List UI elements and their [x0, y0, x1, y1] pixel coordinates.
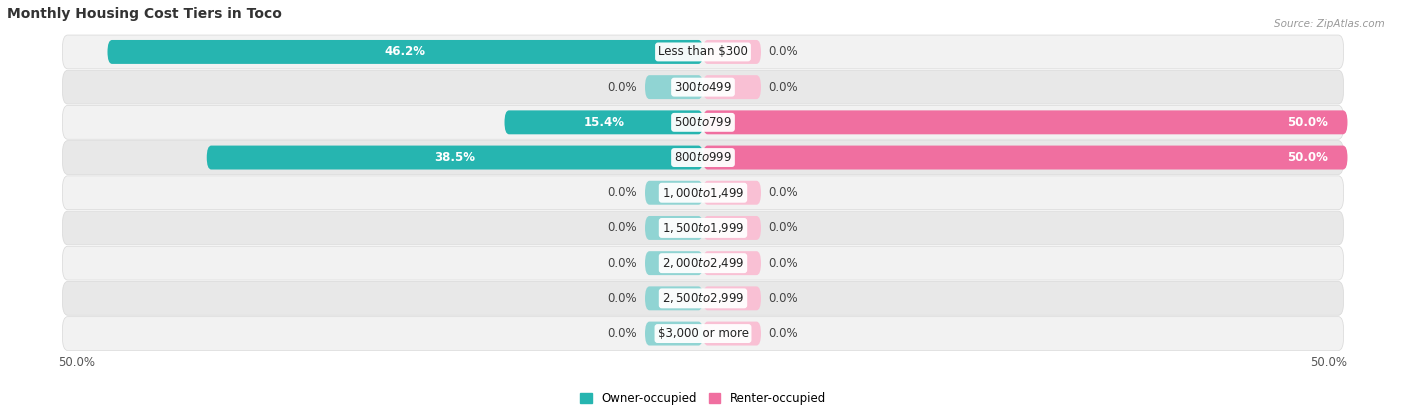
FancyBboxPatch shape: [645, 181, 703, 205]
Text: $2,500 to $2,999: $2,500 to $2,999: [662, 291, 744, 305]
Text: 0.0%: 0.0%: [769, 327, 799, 340]
Text: 0.0%: 0.0%: [607, 292, 637, 305]
Text: Less than $300: Less than $300: [658, 45, 748, 59]
Text: 0.0%: 0.0%: [607, 256, 637, 270]
Text: 0.0%: 0.0%: [607, 327, 637, 340]
FancyBboxPatch shape: [645, 75, 703, 99]
FancyBboxPatch shape: [703, 110, 1347, 134]
FancyBboxPatch shape: [645, 251, 703, 275]
FancyBboxPatch shape: [62, 211, 1344, 245]
Text: 46.2%: 46.2%: [385, 45, 426, 59]
Text: $3,000 or more: $3,000 or more: [658, 327, 748, 340]
FancyBboxPatch shape: [62, 105, 1344, 139]
Text: 50.0%: 50.0%: [1310, 356, 1347, 369]
Text: 0.0%: 0.0%: [607, 81, 637, 94]
Text: $2,000 to $2,499: $2,000 to $2,499: [662, 256, 744, 270]
Text: 0.0%: 0.0%: [769, 256, 799, 270]
FancyBboxPatch shape: [703, 286, 761, 310]
Text: 15.4%: 15.4%: [583, 116, 624, 129]
FancyBboxPatch shape: [62, 35, 1344, 69]
Text: $1,000 to $1,499: $1,000 to $1,499: [662, 186, 744, 200]
Text: 38.5%: 38.5%: [434, 151, 475, 164]
FancyBboxPatch shape: [703, 251, 761, 275]
Text: 50.0%: 50.0%: [1288, 116, 1329, 129]
FancyBboxPatch shape: [207, 146, 703, 169]
Text: Monthly Housing Cost Tiers in Toco: Monthly Housing Cost Tiers in Toco: [7, 7, 281, 21]
Legend: Owner-occupied, Renter-occupied: Owner-occupied, Renter-occupied: [575, 387, 831, 410]
FancyBboxPatch shape: [645, 322, 703, 346]
FancyBboxPatch shape: [703, 146, 1347, 169]
Text: 0.0%: 0.0%: [607, 186, 637, 199]
FancyBboxPatch shape: [62, 317, 1344, 350]
FancyBboxPatch shape: [107, 40, 703, 64]
FancyBboxPatch shape: [62, 246, 1344, 280]
Text: 0.0%: 0.0%: [769, 292, 799, 305]
FancyBboxPatch shape: [703, 75, 761, 99]
Text: 50.0%: 50.0%: [1288, 151, 1329, 164]
FancyBboxPatch shape: [703, 181, 761, 205]
FancyBboxPatch shape: [703, 40, 761, 64]
Text: $500 to $799: $500 to $799: [673, 116, 733, 129]
FancyBboxPatch shape: [62, 176, 1344, 210]
Text: 0.0%: 0.0%: [769, 222, 799, 234]
FancyBboxPatch shape: [62, 70, 1344, 104]
Text: Source: ZipAtlas.com: Source: ZipAtlas.com: [1274, 19, 1385, 29]
FancyBboxPatch shape: [505, 110, 703, 134]
FancyBboxPatch shape: [703, 216, 761, 240]
FancyBboxPatch shape: [703, 322, 761, 346]
Text: 0.0%: 0.0%: [607, 222, 637, 234]
Text: 0.0%: 0.0%: [769, 81, 799, 94]
FancyBboxPatch shape: [645, 216, 703, 240]
Text: $800 to $999: $800 to $999: [673, 151, 733, 164]
Text: 50.0%: 50.0%: [59, 356, 96, 369]
Text: $1,500 to $1,999: $1,500 to $1,999: [662, 221, 744, 235]
FancyBboxPatch shape: [62, 141, 1344, 174]
Text: 0.0%: 0.0%: [769, 45, 799, 59]
Text: 0.0%: 0.0%: [769, 186, 799, 199]
Text: $300 to $499: $300 to $499: [673, 81, 733, 94]
FancyBboxPatch shape: [62, 281, 1344, 315]
FancyBboxPatch shape: [645, 286, 703, 310]
